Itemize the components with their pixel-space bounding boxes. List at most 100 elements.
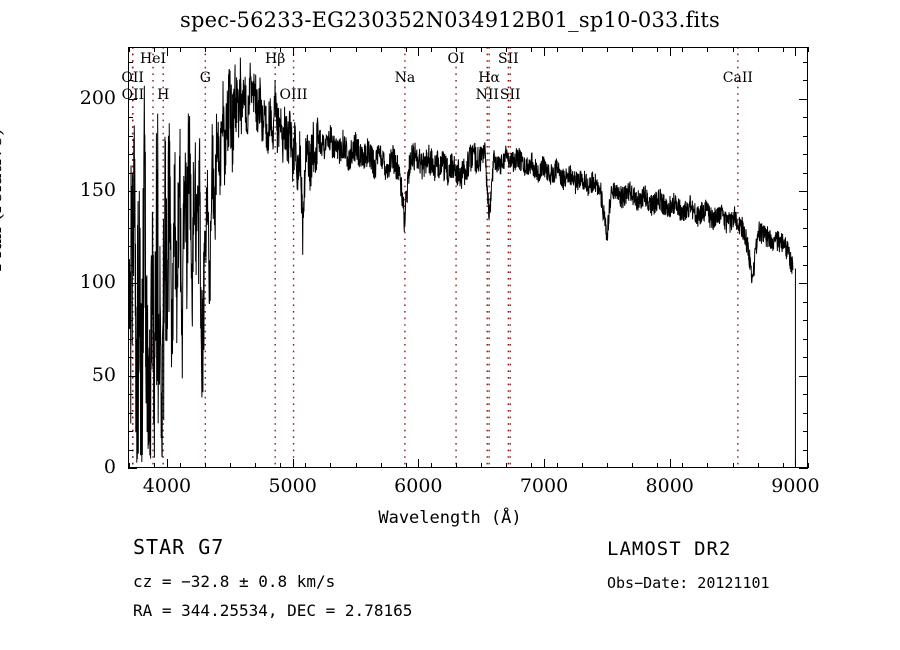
y-axis-minor-tick [803, 394, 808, 396]
y-axis-minor-tick [803, 117, 808, 119]
x-axis-major-tick [418, 459, 420, 468]
y-axis-minor-tick [128, 320, 133, 322]
y-axis-minor-tick [803, 172, 808, 174]
x-axis-minor-tick [808, 463, 809, 468]
x-axis-minor-tick [330, 463, 332, 468]
coordinates-text: RA = 344.25534, DEC = 2.78165 [133, 601, 413, 620]
x-axis-minor-tick [179, 47, 181, 52]
y-axis-minor-tick [128, 61, 133, 63]
y-axis-minor-tick [128, 338, 133, 340]
y-axis-minor-tick [803, 154, 808, 156]
x-axis-minor-tick [204, 47, 206, 52]
x-axis-minor-tick [229, 47, 231, 52]
x-axis-minor-tick [355, 463, 357, 468]
x-axis-minor-tick [782, 47, 784, 52]
x-axis-tick-label: 9000 [771, 475, 820, 497]
x-axis-minor-tick [430, 47, 432, 52]
x-axis-minor-tick [305, 47, 307, 52]
x-axis-minor-tick [355, 47, 357, 52]
y-axis-minor-tick [803, 227, 808, 229]
plot-area [128, 47, 808, 468]
line-label: Hα [478, 70, 500, 86]
x-axis-minor-tick [405, 47, 407, 52]
y-axis-major-tick [799, 375, 808, 377]
y-axis-major-tick [799, 191, 808, 193]
line-label: CaII [722, 70, 753, 86]
y-axis-major-tick [128, 375, 137, 377]
x-axis-minor-tick [757, 463, 759, 468]
y-axis-minor-tick [803, 264, 808, 266]
y-axis-minor-tick [128, 135, 133, 137]
x-axis-minor-tick [657, 463, 659, 468]
x-axis-minor-tick [732, 47, 734, 52]
y-axis-minor-tick [803, 61, 808, 63]
y-axis-minor-tick [803, 412, 808, 414]
line-label: HeI [139, 51, 167, 67]
line-label: SII [499, 87, 521, 103]
x-axis-label: Wavelength (Å) [378, 508, 522, 528]
y-axis-minor-tick [803, 449, 808, 451]
y-axis-minor-tick [803, 80, 808, 82]
x-axis-minor-tick [732, 463, 734, 468]
x-axis-minor-tick [556, 463, 558, 468]
x-axis-minor-tick [430, 463, 432, 468]
x-axis-minor-tick [682, 463, 684, 468]
y-axis-minor-tick [128, 394, 133, 396]
y-axis-tick-label: 200 [79, 86, 116, 109]
x-axis-minor-tick [204, 463, 206, 468]
x-axis-major-tick [795, 47, 797, 56]
x-axis-minor-tick [632, 47, 634, 52]
line-label: OII [121, 70, 144, 86]
x-axis-major-tick [544, 459, 546, 468]
spectrum-trace [128, 57, 796, 468]
x-axis-minor-tick [405, 463, 407, 468]
y-axis-major-tick [128, 98, 137, 100]
line-label: Na [394, 70, 416, 86]
x-axis-major-tick [292, 47, 294, 56]
y-axis-minor-tick [128, 449, 133, 451]
y-axis-minor-tick [128, 154, 133, 156]
y-axis-minor-tick [128, 301, 133, 303]
line-label: SII [498, 51, 519, 67]
x-axis-major-tick [669, 47, 671, 56]
object-class-text: STAR G7 [133, 535, 225, 559]
x-axis-minor-tick [531, 463, 533, 468]
line-label: H [157, 87, 170, 103]
line-label: OI [447, 51, 465, 67]
x-axis-minor-tick [154, 463, 156, 468]
y-axis-tick-label: 150 [79, 179, 116, 202]
x-axis-minor-tick [129, 463, 131, 468]
y-axis-minor-tick [803, 338, 808, 340]
y-axis-major-tick [128, 283, 137, 285]
line-label: NII [475, 87, 499, 103]
x-axis-tick-label: 7000 [519, 475, 569, 497]
y-axis-tick-label: 100 [79, 271, 116, 294]
y-axis-major-tick [128, 468, 137, 469]
x-axis-minor-tick [254, 463, 256, 468]
y-axis-minor-tick [128, 80, 133, 82]
x-axis-minor-tick [657, 47, 659, 52]
y-axis-tick-label: 50 [91, 363, 116, 386]
x-axis-minor-tick [254, 47, 256, 52]
x-axis-minor-tick [154, 47, 156, 52]
x-axis-minor-tick [456, 47, 458, 52]
x-axis-minor-tick [129, 47, 131, 52]
line-label: G [199, 70, 211, 86]
x-axis-major-tick [292, 459, 294, 468]
y-axis-minor-tick [128, 246, 133, 248]
x-axis-minor-tick [330, 47, 332, 52]
y-axis-minor-tick [128, 172, 133, 174]
line-label: Hβ [265, 51, 286, 67]
x-axis-minor-tick [782, 463, 784, 468]
y-axis-label: Flux (relative) [0, 128, 6, 272]
line-label: OIII [279, 87, 308, 103]
y-axis-minor-tick [803, 135, 808, 137]
x-axis-minor-tick [707, 47, 709, 52]
x-axis-minor-tick [506, 463, 508, 468]
x-axis-minor-tick [305, 463, 307, 468]
survey-release-text: LAMOST DR2 [607, 538, 732, 560]
y-axis-minor-tick [803, 209, 808, 211]
y-axis-minor-tick [128, 264, 133, 266]
y-axis-minor-tick [128, 412, 133, 414]
x-axis-minor-tick [581, 463, 583, 468]
